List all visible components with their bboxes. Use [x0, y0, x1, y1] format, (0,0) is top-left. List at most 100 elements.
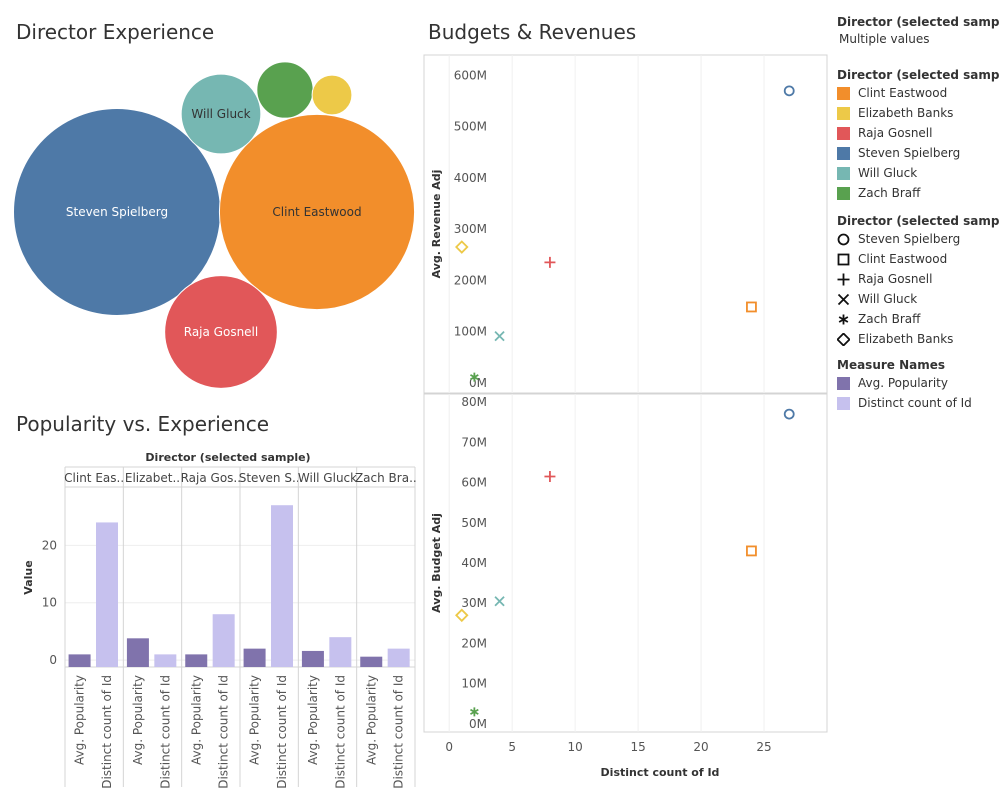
legend-label: Zach Braff: [858, 186, 921, 200]
legend-swatch: [837, 146, 850, 160]
point-raja-gosnell[interactable]: [544, 256, 556, 268]
point-zach-braff[interactable]: [470, 707, 479, 717]
measure-axis-label: Distinct count of Id: [158, 675, 172, 789]
y-tick-label: 100M: [454, 325, 487, 339]
y-axis-label: Avg. Revenue Adj: [430, 170, 443, 279]
shape-legend-item[interactable]: Will Gluck: [837, 289, 997, 309]
x-tick-label: 25: [756, 740, 771, 754]
bar-distinct-count-clint-eastwood[interactable]: [96, 522, 118, 667]
color-legend-title: Director (selected sample): [837, 68, 1000, 82]
x-tick-label: 15: [630, 740, 645, 754]
legend-label: Avg. Popularity: [858, 376, 948, 390]
point-will-gluck[interactable]: [494, 331, 505, 342]
bar-avg-popularity-clint-eastwood[interactable]: [68, 654, 91, 667]
bar-distinct-count-elizabeth-banks[interactable]: [154, 654, 177, 667]
legend-label: Raja Gosnell: [858, 272, 933, 286]
diamond-icon: [837, 332, 850, 346]
y-tick-label: 50M: [461, 516, 487, 530]
color-legend-item[interactable]: Clint Eastwood: [837, 83, 997, 103]
point-elizabeth-banks[interactable]: [455, 240, 469, 254]
y-tick-label: 300M: [454, 222, 487, 236]
y-tick-label: 80M: [461, 395, 487, 409]
bubble-clint-eastwood[interactable]: [218, 113, 416, 311]
bar-chart: Director (selected sample) 0 10 20 Value Clin…: [22, 451, 417, 789]
bar-chart-header: Director (selected sample): [145, 451, 310, 464]
point-raja-gosnell[interactable]: [544, 470, 556, 482]
bubble-label: Will Gluck: [191, 107, 250, 121]
point-clint-eastwood[interactable]: [746, 301, 757, 313]
legend-label: Steven Spielberg: [858, 146, 961, 160]
color-legend-item[interactable]: Zach Braff: [837, 183, 997, 203]
point-will-gluck[interactable]: [494, 596, 505, 607]
shape-legend-title: Director (selected sample): [837, 214, 1000, 228]
bar-distinct-count-raja-gosnell[interactable]: [212, 614, 235, 667]
point-zach-braff[interactable]: [470, 372, 479, 382]
point-steven-spielberg[interactable]: [783, 408, 795, 420]
measure-axis-label: Avg. Popularity: [189, 675, 203, 765]
color-legend-item[interactable]: Will Gluck: [837, 163, 997, 183]
x-tick-label: 0: [445, 740, 453, 754]
bubble-zach-braff[interactable]: [256, 61, 314, 119]
measure-axis-label: Distinct count of Id: [275, 675, 289, 789]
bubble-raja-gosnell[interactable]: [164, 275, 278, 389]
budget-panel: 0M 10M 20M 30M 40M 50M 60M 70M 80M Avg. Budget Ad…: [423, 393, 828, 733]
y-tick-label: 60M: [461, 476, 487, 490]
bar-avg-popularity-steven-spielberg[interactable]: [243, 648, 266, 667]
color-legend-item[interactable]: Raja Gosnell: [837, 123, 997, 143]
filter-legend[interactable]: Director (selected sample) Multiple valu…: [837, 14, 1000, 48]
bar-distinct-count-zach-braff[interactable]: [387, 648, 410, 667]
legend-label: Clint Eastwood: [858, 86, 948, 100]
color-legend: Director (selected sample) Clint Eastwoo…: [837, 67, 1000, 203]
legend-label: Will Gluck: [858, 292, 918, 306]
bubble-elizabeth-banks[interactable]: [311, 74, 353, 116]
bar-avg-popularity-elizabeth-banks[interactable]: [126, 638, 149, 667]
shape-legend-item[interactable]: Zach Braff: [837, 309, 997, 329]
shape-legend-item[interactable]: Elizabeth Banks: [837, 329, 997, 349]
shape-legend-item[interactable]: Raja Gosnell: [837, 269, 997, 289]
y-tick-label: 0: [49, 653, 57, 667]
legend-swatch: [837, 86, 850, 100]
bubble-label: Clint Eastwood: [272, 205, 361, 219]
x-tick-label: 5: [508, 740, 516, 754]
measure-legend-item[interactable]: Distinct count of Id: [837, 393, 997, 413]
bubble-chart-title: Director Experience: [16, 20, 215, 44]
y-axis-label: Avg. Budget Adj: [430, 513, 443, 613]
bar-group-header: Steven S..: [239, 471, 300, 485]
legend-swatch: [837, 186, 850, 200]
bubble-will-gluck[interactable]: [180, 73, 262, 155]
bar-avg-popularity-will-gluck[interactable]: [301, 650, 324, 667]
bar-distinct-count-will-gluck[interactable]: [329, 637, 352, 667]
bar-group-header: Raja Gos..: [181, 471, 241, 485]
bar-avg-popularity-zach-braff[interactable]: [360, 656, 383, 667]
measure-legend-item[interactable]: Avg. Popularity: [837, 373, 997, 393]
legend-label: Zach Braff: [858, 312, 921, 326]
y-tick-label: 500M: [454, 120, 487, 134]
filter-legend-value[interactable]: Multiple values: [839, 32, 930, 46]
measure-axis-label: Avg. Popularity: [306, 675, 320, 765]
measure-axis-label: Distinct count of Id: [392, 675, 406, 789]
y-tick-label: 40M: [461, 556, 487, 570]
measure-axis-label: Distinct count of Id: [100, 675, 114, 789]
point-clint-eastwood[interactable]: [746, 545, 757, 557]
y-tick-label: 0M: [469, 717, 487, 731]
legend-swatch: [837, 126, 850, 140]
point-elizabeth-banks[interactable]: [455, 608, 469, 623]
y-tick-label: 20: [42, 538, 57, 552]
shape-legend: Director (selected sample) Steven Spielb…: [837, 213, 1000, 349]
cross-icon: [837, 293, 850, 305]
scatter-chart-title: Budgets & Revenues: [428, 20, 637, 44]
shape-legend-item[interactable]: Steven Spielberg: [837, 229, 997, 249]
y-tick-label: 600M: [454, 68, 487, 82]
shape-legend-item[interactable]: Clint Eastwood: [837, 249, 997, 269]
measure-axis-label: Distinct count of Id: [217, 675, 231, 789]
color-legend-item[interactable]: Elizabeth Banks: [837, 103, 997, 123]
bar-avg-popularity-raja-gosnell[interactable]: [185, 654, 208, 667]
x-tick-label: 20: [693, 740, 708, 754]
bar-distinct-count-steven-spielberg[interactable]: [271, 505, 293, 667]
point-steven-spielberg[interactable]: [783, 85, 795, 97]
y-axis-label: Value: [22, 560, 35, 594]
color-legend-item[interactable]: Steven Spielberg: [837, 143, 997, 163]
bar-group-header: Will Gluck: [298, 471, 357, 485]
asterisk-icon: [838, 314, 849, 324]
